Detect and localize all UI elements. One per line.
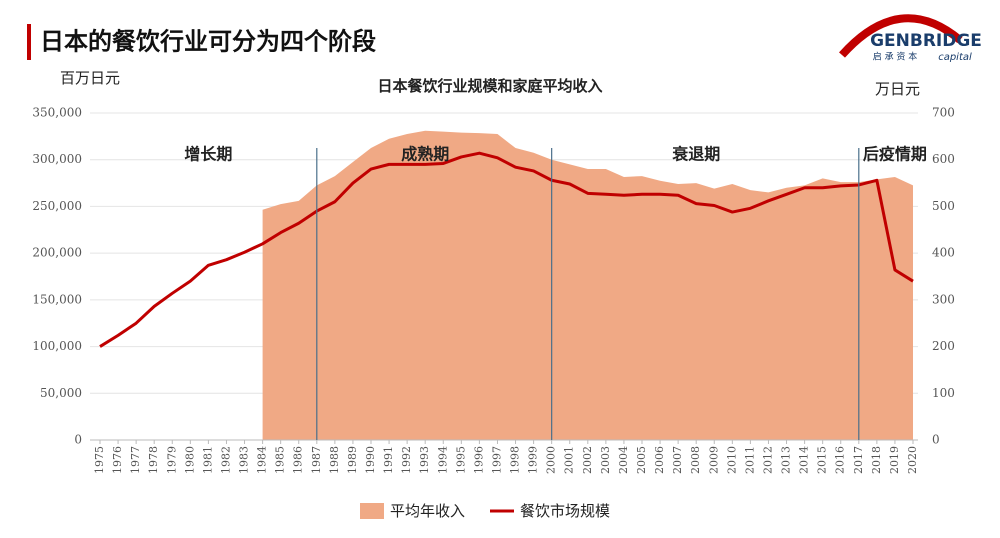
x-tick-label: 2003 xyxy=(599,446,612,474)
line xyxy=(99,151,914,348)
x-tick-label: 1990 xyxy=(364,446,377,474)
y2-tick-label: 500 xyxy=(932,199,955,213)
x-tick-label: 2011 xyxy=(743,446,756,474)
y-tick-label: 350,000 xyxy=(32,106,82,120)
x-tick-label: 2013 xyxy=(780,446,793,474)
x-tick-label: 2016 xyxy=(834,446,847,474)
x-tick-label: 2006 xyxy=(653,446,666,474)
y-tick-label: 50,000 xyxy=(40,386,82,400)
x-tick-label: 2008 xyxy=(689,446,702,474)
legend-label: 平均年收入 xyxy=(390,502,465,520)
logo-arc xyxy=(839,14,963,58)
x-tick-label: 1983 xyxy=(238,446,251,474)
x-tick-label: 1989 xyxy=(346,446,359,474)
y-tick-label: 0 xyxy=(74,433,82,447)
phase-label: 后疫情期 xyxy=(863,145,927,164)
x-tick-label: 1993 xyxy=(418,446,431,474)
x-tick-label: 1980 xyxy=(183,446,196,474)
x-tick-label: 1976 xyxy=(111,446,124,474)
x-tick-label: 1978 xyxy=(147,446,160,474)
x-tick-label: 2020 xyxy=(906,446,919,474)
x-tick-label: 1998 xyxy=(509,446,522,474)
x-tick-label: 1988 xyxy=(328,446,341,474)
y-tick-label: 200,000 xyxy=(32,246,82,260)
x-tick-label: 1997 xyxy=(490,446,503,474)
x-tick-label: 1995 xyxy=(454,446,467,474)
y2-tick-label: 300 xyxy=(932,292,955,306)
y2-tick-label: 600 xyxy=(932,152,955,166)
x-tick-label: 1999 xyxy=(527,446,540,474)
x-tick-label: 1984 xyxy=(256,446,269,474)
x-tick-label: 2000 xyxy=(545,446,558,474)
x-tick-label: 2019 xyxy=(888,446,901,474)
x-tick-label: 1979 xyxy=(165,446,178,474)
x-tick-label: 1982 xyxy=(219,446,232,474)
x-tick-label: 2010 xyxy=(725,446,738,474)
logo-sub: capital xyxy=(938,52,972,63)
y-tick-label: 250,000 xyxy=(32,199,82,213)
y2-tick-label: 400 xyxy=(932,246,955,260)
y-tick-label: 150,000 xyxy=(32,292,82,306)
y2-axis-label: 万日元 xyxy=(875,80,920,98)
y2-tick-label: 0 xyxy=(932,433,940,447)
y2-tick-label: 100 xyxy=(932,386,955,400)
legend-swatch xyxy=(360,503,384,519)
legend-label: 餐饮市场规模 xyxy=(520,502,610,520)
logo: GENBRIDGE xyxy=(870,31,982,51)
title-bar xyxy=(27,24,31,60)
slide-title: 日本的餐饮行业可分为四个阶段 xyxy=(40,27,376,56)
x-tick-label: 2017 xyxy=(852,446,865,474)
x-tick-label: 1985 xyxy=(274,446,287,474)
x-tick-label: 2012 xyxy=(761,446,774,474)
x-tick-label: 2001 xyxy=(563,446,576,474)
x-tick-label: 1987 xyxy=(310,446,323,474)
x-tick-label: 1981 xyxy=(201,446,214,474)
x-tick-label: 1996 xyxy=(472,446,485,474)
x-tick-label: 2004 xyxy=(617,446,630,474)
logo-sub: 启 承 资 本 xyxy=(873,51,918,63)
x-tick-label: 1991 xyxy=(382,446,395,474)
x-tick-label: 1992 xyxy=(400,446,413,474)
x-tick-label: 2009 xyxy=(707,446,720,474)
x-tick-label: 2015 xyxy=(816,446,829,474)
phase-label: 衰退期 xyxy=(671,145,720,164)
y2-tick-label: 200 xyxy=(932,339,955,353)
x-tick-label: 2018 xyxy=(870,446,883,474)
x-tick-label: 1975 xyxy=(93,446,106,474)
y2-tick-label: 700 xyxy=(932,106,955,120)
x-tick-label: 2002 xyxy=(581,446,594,474)
x-tick-label: 1977 xyxy=(129,446,142,474)
x-tick-label: 2014 xyxy=(798,446,811,474)
x-tick-label: 1994 xyxy=(436,446,449,474)
y-tick-label: 100,000 xyxy=(32,339,82,353)
chart-title: 日本餐饮行业规模和家庭平均收入 xyxy=(377,77,602,95)
y-tick-label: 300,000 xyxy=(32,152,82,166)
phase-label: 增长期 xyxy=(184,145,232,164)
y-axis-label: 百万日元 xyxy=(60,69,120,87)
x-tick-label: 2005 xyxy=(635,446,648,474)
phase-label: 成熟期 xyxy=(401,145,449,164)
x-tick-label: 1986 xyxy=(292,446,305,474)
x-tick-label: 2007 xyxy=(671,446,684,474)
